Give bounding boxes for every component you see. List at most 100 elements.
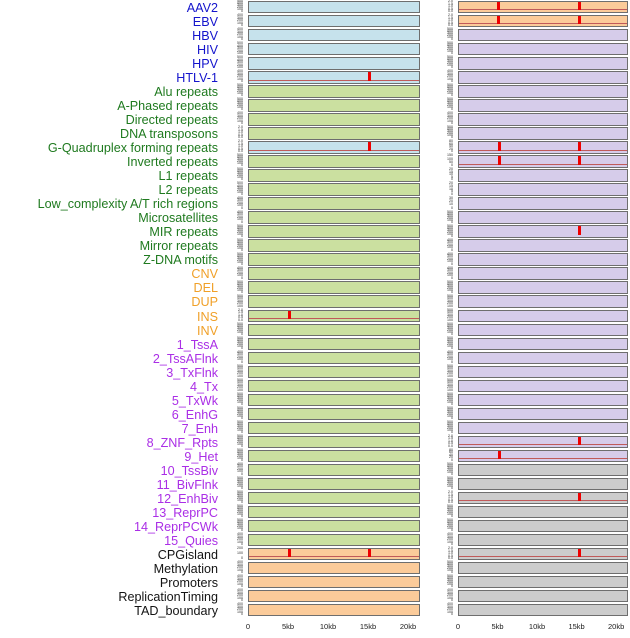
y-tick-label: 0 [451, 149, 453, 154]
y-tick-label: 500 [447, 27, 453, 32]
track-right-dup [458, 295, 628, 308]
y-tick-label: 500 [237, 55, 243, 60]
y-tick-label: 1.5 [238, 310, 243, 315]
y-tick-label: 0 [241, 163, 243, 168]
y-tick-label: 300 [447, 369, 453, 373]
y-tick-label: 300 [237, 369, 243, 373]
y-tick-label: 0 [241, 430, 243, 435]
y-tick-label: 0.0 [448, 444, 453, 449]
track-right-5-txwk [458, 393, 628, 407]
y-tick-label: 100 [237, 343, 243, 348]
y-tick-label: 100 [447, 357, 453, 362]
y-tick-label: 200 [237, 187, 243, 192]
y-tick-label: 400 [237, 478, 243, 483]
y-tick-label: 500 [237, 83, 243, 88]
y-tick-label: 0 [451, 472, 453, 477]
y-tick-label: 500 [447, 307, 453, 312]
y-tick-label: 300 [237, 227, 243, 232]
y-tick-label: 500 [237, 279, 243, 284]
y-tick-label: 400 [237, 520, 243, 525]
y-tick-label: 200 [447, 426, 453, 431]
y-tick-label: 500 [447, 504, 453, 509]
y-tick-label: 200 [237, 5, 243, 10]
y-tick-label: 200 [447, 537, 453, 542]
y-tick-label: 100 [237, 498, 243, 503]
track-right-13-reprpc [458, 505, 628, 519]
y-tick-label: 100 [447, 119, 453, 124]
y-tick-label: 0 [451, 416, 453, 421]
track-left-cnv [248, 267, 420, 280]
track-right-cpgisland [458, 547, 628, 561]
track-right-hbv [458, 29, 628, 42]
y-tick-label: 400 [237, 253, 243, 258]
y-tick-label: 1.0 [448, 551, 453, 556]
track-right-a-phased-repeats [458, 99, 628, 112]
y-tick-label: 200 [237, 159, 243, 164]
y-tick-label: 200 [237, 524, 243, 529]
y-tick-label: 300 [237, 410, 243, 415]
y-tick-label: 200 [447, 33, 453, 38]
y-tick-label: 300 [237, 576, 243, 581]
row-label-9-het: 9_Het [184, 449, 218, 464]
y-tick-label: 0 [241, 275, 243, 280]
y-tick-label: 0 [451, 107, 453, 112]
y-tick-label: 100 [237, 469, 243, 474]
track-right-replicationtiming [458, 589, 628, 603]
y-tick-label: 400 [237, 394, 243, 399]
y-tick-label: 1.0 [448, 439, 453, 444]
y-tick-label: 30 [449, 195, 453, 200]
track-left-microsatellites [248, 211, 420, 224]
y-tick-label: 200 [237, 354, 243, 359]
track-left-inv [248, 323, 420, 336]
y-tick-label: 2.0 [238, 307, 243, 312]
y-tick-label: 2.0 [448, 0, 453, 4]
y-tick-label: 1.0 [238, 130, 243, 135]
track-right-htlv-1 [458, 71, 628, 84]
y-tick-label: 400 [237, 462, 243, 467]
y-tick-label: 0 [241, 598, 243, 603]
y-tick-label: 100 [447, 582, 453, 587]
y-tick-label: 0 [451, 219, 453, 224]
y-tick-label: 0.5 [448, 441, 453, 446]
y-tick-label: 0 [241, 528, 243, 533]
y-tick-label: 0 [241, 247, 243, 252]
y-tick-label: 100 [237, 203, 243, 208]
track-baseline [459, 500, 627, 502]
y-tick-label: 200 [237, 341, 243, 346]
x-tick-label-10kb: 10kb [528, 622, 546, 631]
y-tick-label: 0 [451, 247, 453, 252]
y-tick-label: 100 [447, 470, 453, 475]
peak-bar [497, 142, 501, 151]
y-tick-label: 300 [237, 298, 243, 303]
y-tick-label: 200 [447, 566, 453, 571]
peak-bar [577, 548, 581, 558]
track-baseline [249, 79, 419, 81]
row-label-ebv: EBV [192, 15, 218, 30]
y-tick-label: 100 [237, 512, 243, 517]
track-left-11-bivflnk [248, 477, 420, 491]
y-tick-label: 400 [237, 408, 243, 413]
y-tick-label: 400 [237, 560, 243, 565]
row-label-14-reprpcwk: 14_ReprPCWk [134, 519, 218, 534]
y-tick-label: 400 [447, 251, 453, 256]
y-tick-label: 500 [237, 420, 243, 425]
y-tick-label: 0 [241, 233, 243, 238]
y-tick-label: 150 [447, 153, 453, 158]
y-tick-label: 100 [447, 105, 453, 110]
y-tick-label: 0.5 [448, 6, 453, 11]
track-left-9-het [248, 449, 420, 463]
y-tick-label: 0 [241, 79, 243, 84]
y-tick-label: 500 [237, 490, 243, 495]
y-tick-label: 400 [447, 349, 453, 354]
x-tick-label-5kb: 5kb [491, 622, 504, 631]
y-tick-label: 400 [447, 111, 453, 116]
y-tick-label: 300 [447, 424, 453, 429]
track-left-14-reprpcwk [248, 519, 420, 533]
y-tick-label: 500 [237, 378, 243, 383]
y-tick-label: 300 [237, 352, 243, 357]
track-baseline [459, 458, 627, 460]
y-tick-label: 400 [447, 296, 453, 301]
y-tick-label: 0 [451, 584, 453, 589]
y-tick-label: 0 [241, 191, 243, 196]
y-tick-label: 0 [451, 345, 453, 350]
